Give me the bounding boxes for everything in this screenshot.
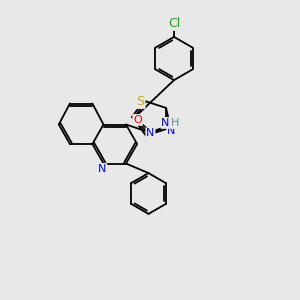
- Text: N: N: [146, 128, 154, 138]
- Text: N: N: [161, 118, 169, 128]
- Text: N: N: [98, 164, 106, 174]
- Text: N: N: [167, 126, 175, 136]
- Text: O: O: [133, 115, 142, 125]
- Text: S: S: [136, 95, 145, 108]
- Text: Cl: Cl: [168, 17, 180, 30]
- Text: H: H: [171, 118, 179, 128]
